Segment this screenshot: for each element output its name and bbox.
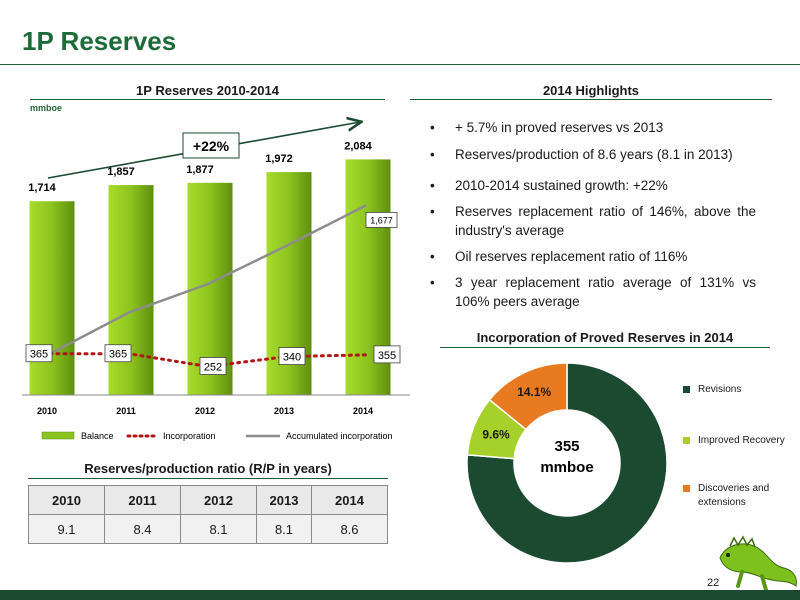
incorporation-label-box-2012 <box>199 357 227 375</box>
line-incorporation <box>48 352 368 369</box>
incorporation-label-2014: 355 <box>378 350 396 362</box>
reserves-bar-chart: 1,714 2010 1,857 2011 1,877 2012 1,972 2013 2,08… <box>22 110 410 441</box>
x-tick-label-2014: 2014 <box>353 406 373 416</box>
bar-value-label-2012: 1,877 <box>186 164 214 176</box>
iguana-logo <box>719 535 797 592</box>
footer-bar <box>0 590 800 600</box>
highlight-item: Reserves replacement ratio of 146%, abov… <box>430 202 756 240</box>
incorporation-label-2010: 365 <box>30 349 48 361</box>
growth-badge-label: +22% <box>193 138 230 154</box>
rp-header-cell: 2010 <box>28 485 105 515</box>
donut-center-unit: mmboe <box>540 459 593 476</box>
rp-table-value-row: 9.1 8.4 8.1 8.1 8.6 <box>28 514 388 544</box>
pie-legend-swatch <box>683 386 690 393</box>
title-divider <box>0 64 800 65</box>
page-number: 22 <box>707 577 720 589</box>
incorporation-label-box-2014 <box>373 345 401 364</box>
bar-value-label-2011: 1,857 <box>107 166 135 178</box>
highlights-title-rule <box>410 99 772 100</box>
legend-incorporation-label: Incorporation <box>163 431 216 441</box>
pie-legend-label: Revisions <box>698 384 742 395</box>
bar-chart-title: 1P Reserves 2010-2014 <box>136 83 279 98</box>
bar-value-label-2010: 1,714 <box>28 182 56 194</box>
highlight-item: Oil reserves replacement ratio of 116% <box>430 247 756 266</box>
highlight-item: 2010-2014 sustained growth: +22% <box>430 176 756 195</box>
donut-slice-label-improved-recovery: 9.6% <box>482 427 510 441</box>
highlight-item: + 5.7% in proved reserves vs 2013 <box>430 118 756 137</box>
donut-slice-discoveries-and-extensions <box>488 362 568 431</box>
rp-value-cell: 8.6 <box>311 514 388 544</box>
line-accumulated-incorporation <box>49 204 367 355</box>
pie-legend-label: Discoveries and extensions <box>698 483 770 508</box>
pie-chart-title: Incorporation of Proved Reserves in 2014 <box>476 330 734 345</box>
incorporation-label-box-2011 <box>104 344 132 363</box>
rp-header-cell: 2013 <box>256 485 312 515</box>
bar-chart-title-rule <box>30 99 385 100</box>
rp-table: 2010 2011 2012 2013 2014 9.1 8.4 8.1 8.1… <box>28 485 388 544</box>
bar-value-label-2013: 1,972 <box>265 153 293 165</box>
pie-legend-swatch <box>683 437 690 444</box>
rp-header-cell: 2014 <box>311 485 388 515</box>
rp-table-title: Reserves/production ratio (R/P in years) <box>84 461 332 476</box>
rp-value-cell: 9.1 <box>28 514 105 544</box>
highlights-title: 2014 Highlights <box>542 83 640 98</box>
rp-header-cell: 2011 <box>104 485 181 515</box>
x-tick-label-2010: 2010 <box>37 406 57 416</box>
rp-value-cell: 8.1 <box>180 514 257 544</box>
highlights-list: + 5.7% in proved reserves vs 2013 Reserv… <box>430 118 756 311</box>
page-title: 1P Reserves <box>22 26 177 56</box>
incorporation-label-2012: 252 <box>204 362 222 374</box>
accumulated-label-box-2014 <box>365 212 398 228</box>
rp-value-cell: 8.1 <box>256 514 312 544</box>
x-tick-label-2013: 2013 <box>274 406 294 416</box>
rp-table-title-rule <box>28 478 388 479</box>
highlight-item: Reserves/production of 8.6 years (8.1 in… <box>430 145 756 164</box>
x-tick-label-2012: 2012 <box>195 406 215 416</box>
growth-badge-box <box>182 132 240 159</box>
rp-value-cell: 8.4 <box>104 514 181 544</box>
legend-accumulated-label: Accumulated incorporation <box>286 431 393 441</box>
pie-chart-title-rule <box>440 347 770 348</box>
accumulated-label-2014: 1,677 <box>370 215 393 225</box>
incorporation-label-2013: 340 <box>283 352 301 364</box>
incorporation-label-box-2013 <box>278 347 306 365</box>
rp-header-cell: 2012 <box>180 485 257 515</box>
pie-legend-label: Improved Recovery <box>698 435 785 446</box>
donut-slice-label-discoveries-and-extensions: 14.1% <box>517 385 551 399</box>
donut-slice-revisions <box>466 362 668 564</box>
incorporation-label-2011: 365 <box>109 349 127 361</box>
x-tick-label-2011: 2011 <box>116 406 136 416</box>
legend-balance-swatch <box>41 431 75 440</box>
pie-legend-swatch <box>683 485 690 492</box>
bar-value-label-2014: 2,084 <box>344 140 372 152</box>
bar-chart-unit: mmboe <box>30 103 63 113</box>
highlight-item: 3 year replacement ratio average of 131%… <box>430 273 756 311</box>
donut-center-value: 355 <box>554 438 579 455</box>
bar-balance-2011 <box>108 185 154 395</box>
rp-table-header-row: 2010 2011 2012 2013 2014 <box>28 485 388 515</box>
incorporation-donut-chart: 76.3% 9.6% 14.1% 355 mmboe <box>466 362 668 566</box>
legend-balance-label: Balance <box>81 431 114 441</box>
incorporation-label-box-2010 <box>25 344 53 363</box>
bar-balance-2010 <box>29 201 75 395</box>
donut-slice-label-revisions: 76.3% <box>624 552 658 566</box>
